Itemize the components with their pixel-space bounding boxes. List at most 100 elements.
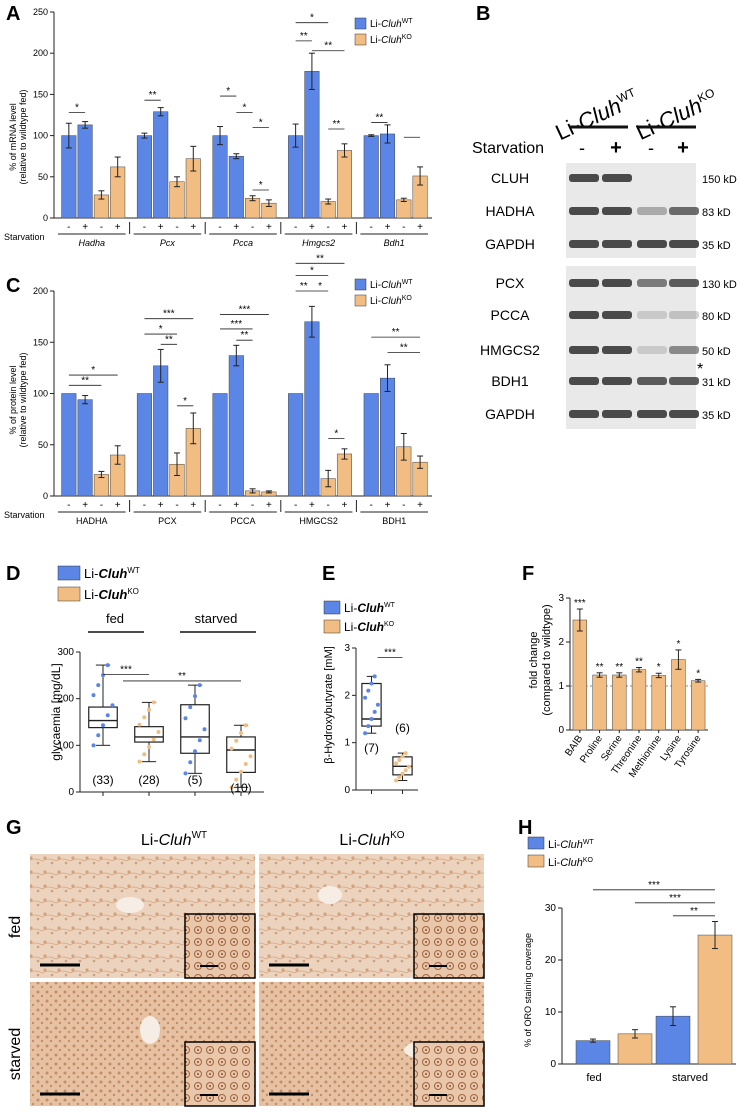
panel-c-significance-label: * — [318, 281, 322, 292]
panel-d-data-point — [147, 744, 151, 749]
panel-d-n-label: (10) — [230, 781, 251, 795]
panel-d-n-label: (33) — [92, 773, 113, 787]
panel-f-bar — [612, 674, 627, 731]
panel-a-category-label: Bdh1 — [384, 238, 405, 248]
panel-c-starvation-sign: + — [385, 500, 391, 511]
panel-d-data-point — [91, 743, 96, 748]
blot-band — [637, 279, 667, 287]
panel-e-data-point — [369, 681, 374, 686]
panel-a-starvation-sign: - — [143, 222, 146, 233]
blot-size-label: 31 kD — [702, 377, 731, 389]
panel-c-bar — [212, 393, 228, 497]
panel-d-n-label: (5) — [188, 773, 203, 787]
panel-a-significance-label: * — [310, 13, 314, 24]
blot-size-label: 35 kD — [702, 410, 731, 422]
panel-f-bar — [690, 680, 706, 731]
legend-a-wt-label: Li-CluhWT — [370, 18, 413, 30]
panel-letter-d: D — [6, 563, 20, 585]
panel-a-starvation-sign: - — [370, 222, 373, 233]
panel-c-starvation-sign: - — [100, 500, 103, 511]
panel-h-significance-label: ** — [690, 906, 698, 917]
blot-sign-4: + — [677, 137, 689, 159]
panel-a-starvation-sign: - — [175, 222, 178, 233]
panel-c-starvation-sign: - — [251, 500, 254, 511]
panel-a-y-tick-label: 50 — [38, 172, 48, 182]
panel-d-data-point — [91, 693, 96, 698]
panel-e-y-tick-label: 0 — [344, 785, 350, 796]
panel-a-significance-label: ** — [375, 112, 383, 123]
blot-band — [602, 346, 632, 354]
panel-a-bar — [136, 135, 152, 219]
blot-band — [602, 311, 632, 319]
panel-d-data-point — [151, 700, 156, 705]
blot-band — [569, 174, 599, 182]
panel-h-bar — [575, 1040, 611, 1065]
panel-d-data-point — [142, 752, 147, 757]
panel-d-data-point — [156, 730, 161, 735]
blot-band — [669, 377, 699, 385]
blot-band — [569, 279, 599, 287]
panel-c-bar — [153, 365, 169, 497]
panel-a-y-tick-label: 100 — [33, 131, 48, 141]
panel-d-data-point — [101, 723, 105, 728]
panel-a-y-tick-label: 150 — [33, 89, 48, 99]
panel-e-ylabel: β-Hydroxybutyrate [mM] — [323, 646, 335, 764]
panel-e-data-point — [366, 688, 371, 693]
panel-d-box — [88, 706, 118, 729]
histology-panel: Li-CluhWT Li-CluhKO fed starved — [7, 830, 485, 1107]
panel-c-significance-label: * — [159, 324, 163, 335]
panel-c-starvation-sign: - — [67, 500, 70, 511]
panel-c-starvation-sign: + — [158, 500, 164, 511]
panel-d-data-point — [147, 707, 151, 712]
blot-band — [602, 279, 632, 287]
blot-starvation-label: Starvation — [472, 140, 544, 157]
panel-a-starvation-sign: - — [251, 222, 254, 233]
histology-vessel — [116, 897, 144, 913]
blot-band — [637, 207, 667, 215]
blot-size-label: 150 kD — [702, 174, 737, 186]
panel-a-bar — [304, 71, 320, 219]
panel-d-data-point — [137, 759, 142, 764]
panel-c-starvation-sign: + — [342, 500, 348, 511]
panel-c-starvation-sign: + — [115, 500, 121, 511]
panel-letter-f: F — [522, 563, 534, 585]
panel-e-data-point — [403, 751, 408, 756]
panel-a-bar — [153, 111, 169, 219]
panel-f-ylabel-2: (compared to wildtype) — [541, 604, 553, 715]
panel-d-y-tick-label: 300 — [57, 647, 74, 658]
panel-e-y-tick-label: 2 — [344, 690, 350, 701]
panel-a-starvation-sign: - — [294, 222, 297, 233]
panel-d-data-point — [248, 754, 253, 759]
panel-a-starvation-sign: + — [190, 222, 196, 233]
panel-c-significance-label: ** — [81, 375, 89, 386]
blot-bdh1-asterisk: * — [697, 361, 703, 378]
panel-f-significance-label: ** — [635, 657, 643, 668]
panel-a-bar — [288, 135, 304, 219]
panel-c-starvation-sign: + — [190, 500, 196, 511]
blot-band — [637, 311, 667, 319]
legend-e-wt-swatch — [323, 600, 341, 615]
histology-row-starved: starved — [7, 1028, 24, 1080]
panel-e-data-point — [400, 771, 405, 776]
panel-d-data-point — [142, 715, 147, 720]
panel-a-category-label: Hadha — [79, 238, 106, 248]
panel-d-data-point — [105, 713, 110, 718]
blot-size-label: 35 kD — [702, 240, 731, 252]
blot-band — [602, 207, 632, 215]
legend-h-wt-label: Li-CluhWT — [548, 839, 594, 851]
panel-f-y-tick-label: 3 — [558, 593, 564, 604]
panel-e-data-point — [403, 768, 408, 773]
panel-a-starvation-sign: + — [158, 222, 164, 233]
panel-a-category-label: Pcx — [160, 238, 176, 248]
panel-d-significance-label: ** — [178, 671, 186, 682]
panel-e-data-point — [363, 695, 368, 700]
panel-f-significance-label: ** — [596, 662, 604, 673]
panel-f-significance-label: * — [696, 668, 700, 679]
panel-d-data-point — [243, 723, 248, 728]
legend-a-ko-label: Li-CluhKO — [370, 34, 412, 46]
panel-d-ylabel: glycaemia [mg/dL] — [49, 663, 63, 760]
blot-band — [669, 279, 699, 287]
legend-d-ko-swatch — [57, 586, 81, 602]
panel-f-bar — [671, 659, 686, 731]
panel-a-starvation-sign: - — [402, 222, 405, 233]
